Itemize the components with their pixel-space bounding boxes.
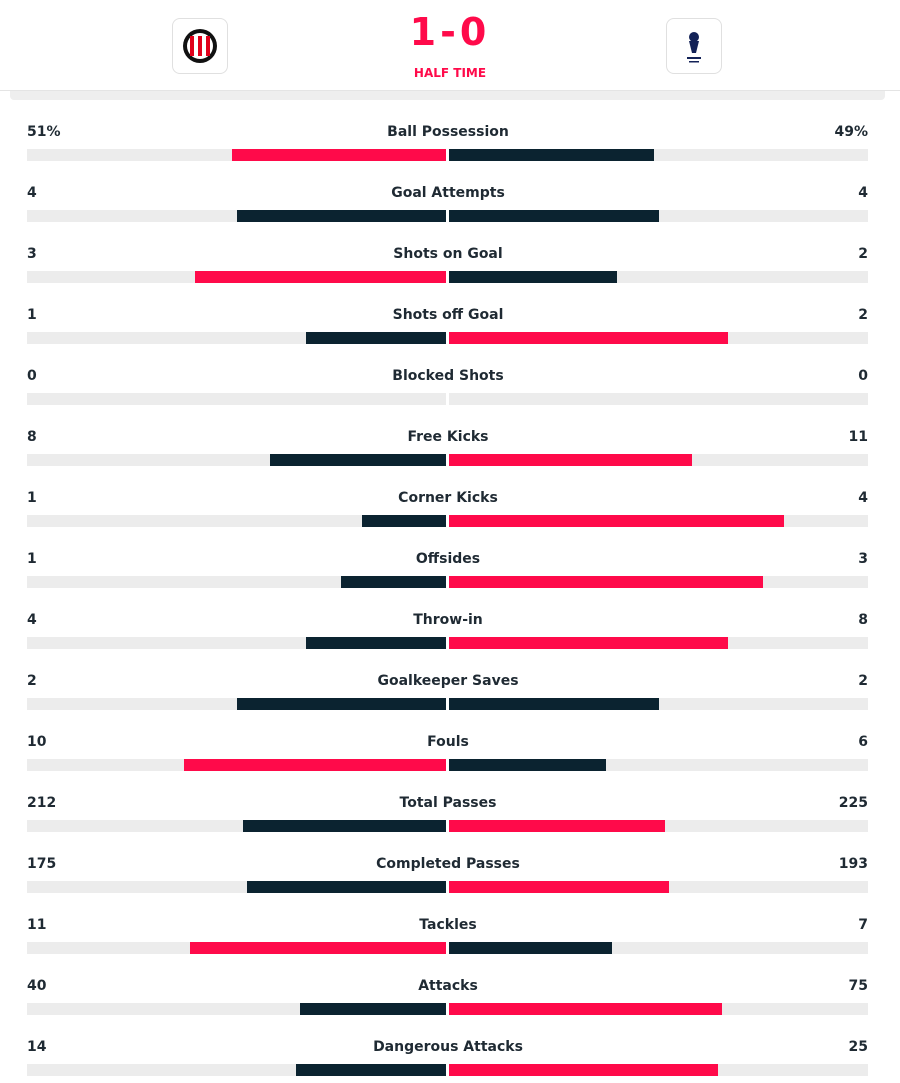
home-value: 1 xyxy=(27,307,37,323)
away-bar xyxy=(449,515,785,527)
away-value: 25 xyxy=(848,1039,868,1055)
home-bar xyxy=(232,149,446,161)
home-bar xyxy=(306,332,446,344)
away-value: 8 xyxy=(858,612,868,628)
home-bar xyxy=(246,881,446,893)
score: 1-0 xyxy=(409,10,491,54)
home-value: 10 xyxy=(27,734,47,750)
stat-name: Offsides xyxy=(415,551,481,567)
home-value: 51% xyxy=(27,124,61,140)
away-bar xyxy=(449,576,764,588)
home-team-logo[interactable] xyxy=(172,18,228,74)
away-bar xyxy=(449,637,729,649)
header-shadow xyxy=(10,91,885,100)
match-header: 1-0 HALF TIME xyxy=(0,0,900,91)
home-bar xyxy=(184,759,446,771)
home-value: 14 xyxy=(27,1039,47,1055)
away-value: 75 xyxy=(848,978,868,994)
home-bar xyxy=(189,942,446,954)
home-bar xyxy=(341,576,446,588)
stat-name: Total Passes xyxy=(399,795,497,811)
home-track xyxy=(27,393,446,405)
stat-name: Ball Possession xyxy=(387,124,509,140)
home-value: 1 xyxy=(27,551,37,567)
away-bar xyxy=(449,881,669,893)
stat-name: Goalkeeper Saves xyxy=(377,673,519,689)
home-value: 11 xyxy=(27,917,47,933)
home-bar xyxy=(306,637,446,649)
stat-name: Shots off Goal xyxy=(392,307,504,323)
away-bar xyxy=(449,210,659,222)
away-bar xyxy=(449,698,659,710)
away-bar xyxy=(449,1003,723,1015)
away-value: 11 xyxy=(848,429,868,445)
away-value: 49% xyxy=(834,124,868,140)
stat-name: Fouls xyxy=(427,734,469,750)
home-value: 175 xyxy=(27,856,57,872)
away-value: 0 xyxy=(858,368,868,384)
away-value: 225 xyxy=(838,795,868,811)
home-value: 4 xyxy=(27,612,37,628)
home-value: 4 xyxy=(27,185,37,201)
away-value: 4 xyxy=(858,490,868,506)
match-status: HALF TIME xyxy=(413,66,487,80)
home-value: 0 xyxy=(27,368,37,384)
away-crest xyxy=(687,32,701,63)
home-value: 2 xyxy=(27,673,37,689)
away-value: 4 xyxy=(858,185,868,201)
home-bar xyxy=(236,698,446,710)
home-value: 8 xyxy=(27,429,37,445)
away-bar xyxy=(449,1064,718,1076)
home-value: 40 xyxy=(27,978,47,994)
stat-name: Free Kicks xyxy=(407,429,489,445)
home-bar xyxy=(295,1064,446,1076)
stat-name: Attacks xyxy=(418,978,478,994)
away-team-logo[interactable] xyxy=(666,18,722,74)
home-bar xyxy=(300,1003,446,1015)
away-value: 2 xyxy=(858,307,868,323)
home-value: 3 xyxy=(27,246,37,262)
home-bar xyxy=(269,454,446,466)
away-value: 193 xyxy=(838,856,868,872)
away-bar xyxy=(449,759,607,771)
away-bar xyxy=(449,332,729,344)
away-bar xyxy=(449,820,665,832)
away-value: 7 xyxy=(858,917,868,933)
away-bar xyxy=(449,271,617,283)
away-value: 2 xyxy=(858,673,868,689)
away-bar xyxy=(449,149,655,161)
home-bar xyxy=(362,515,446,527)
away-value: 2 xyxy=(858,246,868,262)
stat-name: Throw-in xyxy=(413,612,483,628)
home-bar xyxy=(194,271,446,283)
stat-name: Tackles xyxy=(419,917,477,933)
home-track xyxy=(27,515,446,527)
stat-name: Corner Kicks xyxy=(398,490,498,506)
stat-name: Dangerous Attacks xyxy=(373,1039,523,1055)
home-bar xyxy=(242,820,446,832)
away-track xyxy=(449,393,868,405)
home-crest xyxy=(183,29,217,63)
away-bar xyxy=(449,454,692,466)
stat-name: Blocked Shots xyxy=(392,368,504,384)
home-value: 212 xyxy=(27,795,57,811)
home-value: 1 xyxy=(27,490,37,506)
away-bar xyxy=(449,942,612,954)
away-value: 6 xyxy=(858,734,868,750)
away-value: 3 xyxy=(858,551,868,567)
stat-name: Completed Passes xyxy=(376,856,520,872)
home-bar xyxy=(236,210,446,222)
stat-name: Goal Attempts xyxy=(391,185,505,201)
stat-name: Shots on Goal xyxy=(393,246,503,262)
